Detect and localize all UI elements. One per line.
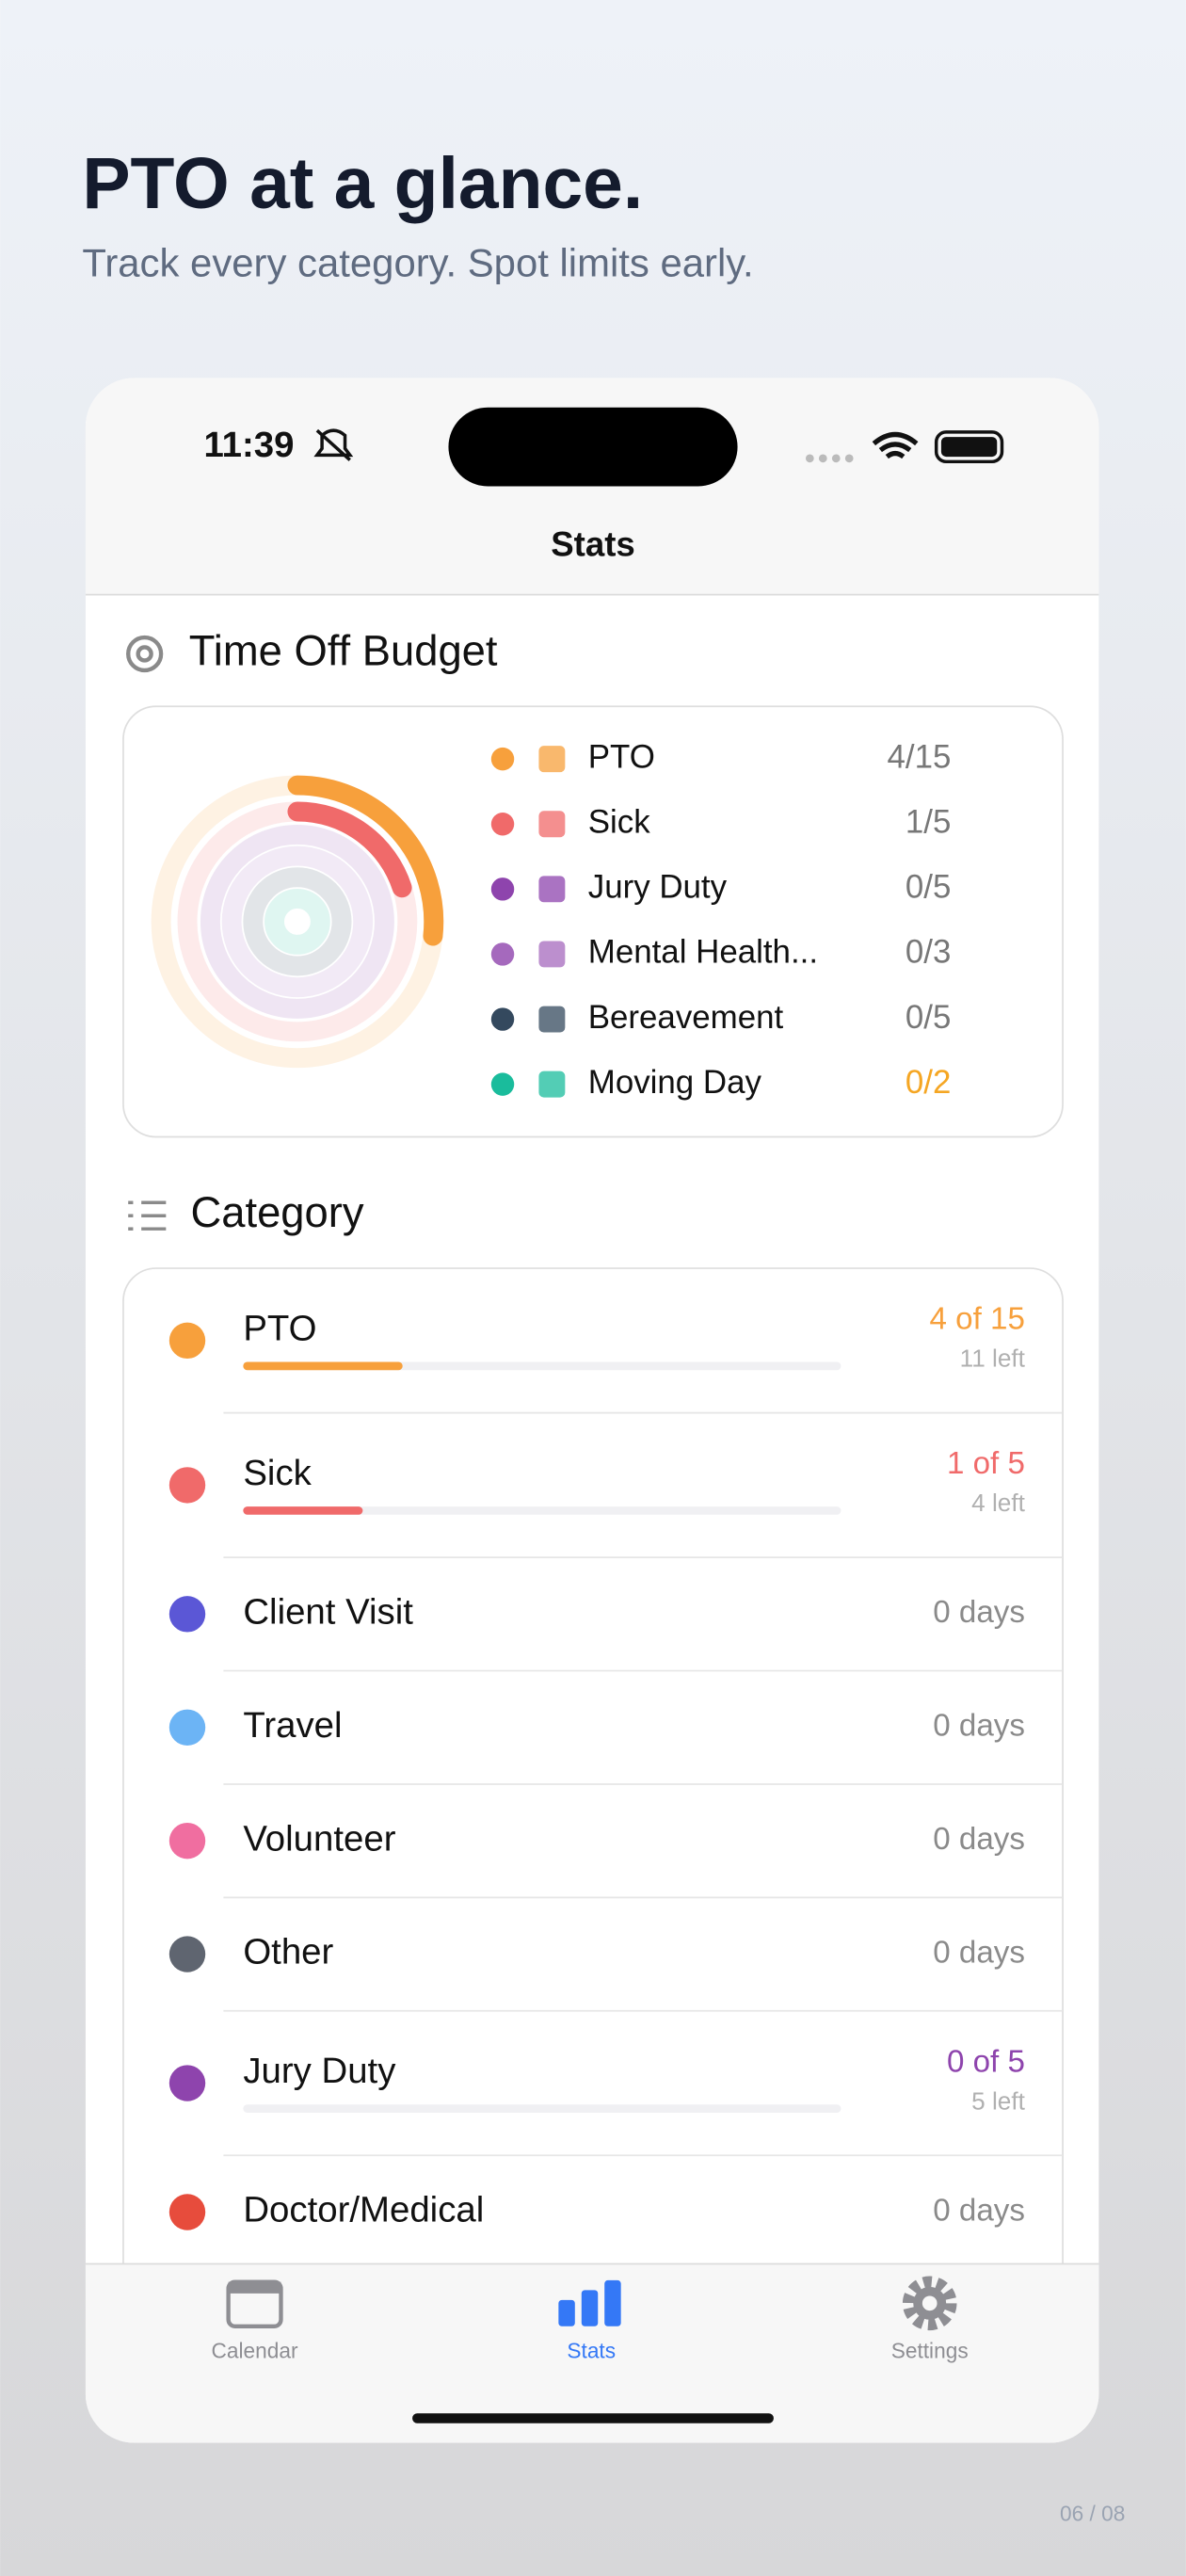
progress-track [243, 2104, 841, 2113]
category-remaining: 4 left [971, 1489, 1025, 1517]
legend-icon [538, 746, 566, 773]
page-subtitle: Track every category. Spot limits early. [82, 241, 753, 285]
legend-value: 4/15 [887, 738, 951, 775]
category-value: 0 days [933, 1822, 1025, 1857]
legend-icon [538, 1006, 566, 1033]
category-label: Client Visit [243, 1592, 413, 1633]
category-value: 0 days [933, 1709, 1025, 1744]
category-icon [168, 1822, 206, 1860]
category-label: Jury Duty [243, 2051, 396, 2091]
category-icon [168, 2194, 206, 2230]
category-icon [168, 1467, 206, 1504]
category-label: Other [243, 1932, 333, 1972]
legend-label: Bereavement [588, 999, 784, 1036]
category-value: 0 days [933, 1935, 1025, 1970]
budget-card [122, 705, 1064, 1138]
category-list: PTO 4 of 15 11 left Sick 1 of 5 4 left Client … [168, 1302, 1064, 2230]
tab-label[interactable]: Stats [567, 2339, 616, 2363]
category-icon [168, 1596, 206, 1633]
mute-icon [313, 428, 354, 461]
budget-icon [126, 635, 164, 673]
page-indicator: 06 / 08 [1060, 2501, 1125, 2525]
page-title: PTO at a glance. [82, 144, 643, 224]
legend-icon [538, 941, 566, 968]
category-value: 1 of 5 [947, 1446, 1025, 1481]
legend-dot [490, 1072, 515, 1096]
legend-value: 0/5 [906, 869, 951, 906]
tab-label[interactable]: Calendar [212, 2339, 298, 2363]
battery-icon [934, 430, 1004, 464]
legend-dot [490, 813, 515, 836]
tab-label[interactable]: Settings [891, 2339, 969, 2363]
dynamic-island [448, 407, 738, 487]
wifi-icon [872, 431, 919, 459]
category-remaining: 11 left [960, 1344, 1026, 1373]
category-label: PTO [243, 1309, 316, 1349]
legend-dot [490, 747, 515, 771]
budget: PTO 4/15 Sick 1/5 Jury Duty 0/5 Mental Health.… [151, 738, 951, 1101]
category-value: 0 of 5 [947, 2044, 1025, 2079]
section-title: Category [191, 1188, 364, 1236]
category-icon [168, 1322, 206, 1360]
category-icon [168, 1936, 206, 1972]
legend-icon [538, 876, 566, 903]
tabs: Calendar Stats Settings [212, 2339, 969, 2363]
category-label: Sick [243, 1453, 312, 1493]
ring-track [243, 867, 352, 976]
legend-value: 1/5 [906, 803, 951, 840]
status-time: 11:39 [203, 425, 294, 465]
section-title: Time Off Budget [189, 626, 498, 674]
legend-icon [538, 1071, 566, 1098]
category-value: 0 days [933, 2193, 1025, 2228]
ring-track [221, 845, 374, 998]
category-icon [168, 2065, 206, 2101]
legend-icon [538, 811, 566, 838]
progress-bar [243, 1506, 363, 1515]
settings-icon [902, 2276, 957, 2331]
category-icon [128, 1200, 167, 1231]
legend-label: Moving Day [588, 1064, 762, 1101]
legend-dot [490, 942, 515, 966]
ring-arc [287, 801, 412, 898]
legend-label: PTO [588, 738, 655, 775]
ring-center [287, 911, 308, 932]
legend-dot [490, 1007, 515, 1031]
category-label: Volunteer [243, 1818, 395, 1859]
ring-arc [287, 775, 444, 946]
stats-icon [558, 2279, 621, 2326]
legend-value: 0/2 [906, 1064, 951, 1101]
progress-track [243, 1506, 841, 1515]
legend-value: 0/5 [906, 999, 951, 1036]
ring-track [200, 824, 394, 1019]
progress-bar [243, 1361, 403, 1371]
calendar-icon [226, 2279, 283, 2328]
legend-value: 0/3 [906, 934, 951, 971]
category-label: Travel [243, 1705, 342, 1746]
ring-track [264, 888, 330, 955]
phone: 11:39 Stats Time Off Budget PTO 4/15 Sick 1… [85, 378, 1099, 2443]
category-remaining: 5 left [971, 2086, 1025, 2115]
category-label: Doctor/Medical [243, 2190, 484, 2230]
legend-label: Jury Duty [588, 869, 728, 906]
legend-label: Mental Health... [588, 934, 818, 971]
signal-icon [805, 454, 854, 463]
budget-icon [136, 645, 153, 663]
home-indicator [412, 2413, 774, 2423]
battery-level [940, 437, 998, 458]
category-value: 4 of 15 [930, 1302, 1025, 1337]
nav-title: Stats [551, 525, 635, 564]
legend-label: Sick [588, 803, 650, 840]
category-icon [168, 1709, 206, 1746]
category-value: 0 days [933, 1595, 1025, 1630]
legend-dot [490, 877, 515, 901]
